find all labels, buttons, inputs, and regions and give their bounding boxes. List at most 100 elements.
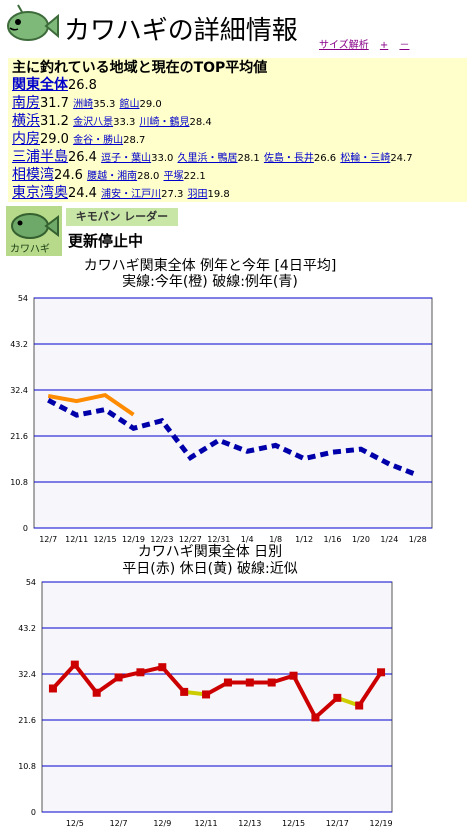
y-tick-label: 21.6 (18, 716, 36, 725)
y-tick-label: 32.4 (10, 386, 28, 395)
y-tick-label: 43.2 (18, 624, 36, 633)
daily-point (267, 678, 276, 687)
x-tick-label: 12/15 (282, 819, 305, 828)
zoom-out-link[interactable]: － (399, 40, 410, 51)
radar-logo-text: カワハギ (10, 244, 50, 255)
sub-area-link[interactable]: 久里浜・鴨居 (177, 153, 238, 164)
summary-row: 東京湾奥24.4 浦安・江戸川27.3 羽田19.8 (12, 184, 230, 204)
area-value: 26.4 (68, 150, 97, 165)
sub-area-link[interactable]: 腰越・湘南 (87, 171, 138, 182)
area-value: 29.0 (40, 132, 69, 147)
chart1-subtitle: 実線:今年(橙) 破線:例年(青) (122, 274, 298, 290)
area-value: 26.8 (68, 78, 97, 93)
summary-row: 相模湾24.6 腰越・湘南28.0 平塚22.1 (12, 166, 206, 186)
daily-point (311, 713, 320, 722)
x-tick-label: 12/15 (94, 535, 117, 544)
daily-point (158, 663, 167, 672)
sub-area-value: 28.7 (123, 135, 146, 146)
area-value: 31.2 (40, 114, 69, 129)
daily-chart: 0 10.8 21.6 32.4 43.2 54 12/5 12/7 12/9 12/11 12/1… (18, 578, 392, 828)
this-year-line (47, 392, 135, 417)
summary-row: 南房31.7 洲崎35.3 館山29.0 (12, 94, 162, 114)
daily-segment (160, 665, 186, 694)
area-link[interactable]: 横浜 (12, 113, 40, 129)
y-tick-label: 0 (23, 524, 28, 533)
daily-point (48, 684, 57, 693)
size-analysis-link[interactable]: サイズ解析 (319, 40, 369, 51)
summary-box: 主に釣れている地域と現在のTOP平均値 関東全体26.8 南房31.7 洲崎35… (8, 58, 467, 202)
sub-area-link[interactable]: 洲崎 (73, 99, 94, 110)
y-tick-label: 32.4 (18, 670, 36, 679)
sub-area-link[interactable]: 平塚 (163, 171, 184, 182)
area-link[interactable]: 東京湾奥 (12, 185, 68, 201)
daily-point (223, 678, 232, 687)
summary-row: 横浜31.2 金沢八景33.3 川崎・鶴見28.4 (12, 112, 212, 132)
x-tick-label: 12/9 (153, 819, 171, 828)
area-value: 24.4 (68, 186, 97, 201)
summary-row: 関東全体26.8 (12, 76, 97, 95)
area-link[interactable]: 三浦半島 (12, 149, 68, 165)
sub-area-link[interactable]: 浦安・江戸川 (101, 189, 162, 200)
x-tick-label: 1/28 (409, 535, 427, 544)
chart1-title: カワハギ関東全体 例年と今年 [4日平均] (83, 258, 337, 274)
y-tick-label: 10.8 (10, 478, 28, 487)
y-tick-label: 10.8 (18, 762, 36, 771)
sub-area-value: 33.3 (113, 117, 136, 128)
sub-area-link[interactable]: 金沢八景 (73, 117, 114, 128)
x-tick-label: 1/24 (380, 535, 398, 544)
daily-segment (357, 671, 383, 707)
daily-point (377, 668, 386, 677)
daily-segment (73, 663, 99, 694)
plot-area (33, 297, 433, 529)
title-links: サイズ解析 + － (319, 36, 417, 51)
y-tick-label: 54 (26, 578, 36, 587)
y-tick-label: 0 (31, 808, 36, 817)
x-tick-label: 1/4 (241, 535, 254, 544)
x-tick-label: 1/20 (352, 535, 370, 544)
summary-row: 三浦半島26.4 逗子・葉山33.0 久里浜・鴨居28.1 佐島・長井26.6 … (12, 148, 413, 168)
x-tick-label: 12/19 (122, 535, 145, 544)
x-tick-label: 12/11 (195, 819, 218, 828)
sub-area-link[interactable]: 川崎・鶴見 (139, 117, 190, 128)
sub-area-value: 26.6 (313, 153, 337, 164)
area-link[interactable]: 南房 (12, 95, 40, 111)
x-tick-label: 12/13 (238, 819, 261, 828)
area-link[interactable]: 内房 (12, 131, 40, 147)
daily-point (136, 668, 145, 677)
area-link[interactable]: 関東全体 (12, 77, 68, 93)
header: カワハギの詳細情報 サイズ解析 + － (0, 0, 467, 58)
kimopan-radar-banner[interactable]: カワハギ キモパン レーダー 更新停止中 (6, 206, 178, 256)
daily-point (202, 690, 211, 699)
chart2-title: カワハギ関東全体 日別 (137, 544, 283, 560)
zoom-in-link[interactable]: + (379, 40, 389, 51)
annual-comparison-chart: 0 10.8 21.6 32.4 43.2 54 12/7 12/11 12/15 12/19 12… (10, 294, 433, 544)
daily-point (180, 687, 189, 696)
sub-area-link[interactable]: 館山 (119, 99, 140, 110)
radar-logo: カワハギ (6, 206, 62, 256)
daily-point (70, 660, 79, 669)
page-title: カワハギの詳細情報 (64, 16, 298, 46)
y-tick-label: 43.2 (10, 340, 28, 349)
sub-area-value: 27.3 (161, 189, 184, 200)
sub-area-link[interactable]: 佐島・長井 (263, 153, 314, 164)
radar-title: キモパン レーダー (66, 208, 178, 226)
summary-heading: 主に釣れている地域と現在のTOP平均値 (12, 60, 268, 76)
fish-icon (11, 213, 59, 239)
summary-row: 内房29.0 金谷・勝山28.7 (12, 130, 145, 150)
normal-year-line (47, 397, 419, 478)
x-tick-label: 1/8 (269, 535, 282, 544)
area-value: 24.6 (54, 168, 83, 183)
sub-area-link[interactable]: 松輪・三崎 (340, 153, 391, 164)
x-tick-label: 1/16 (324, 535, 342, 544)
sub-area-link[interactable]: 逗子・葉山 (101, 153, 152, 164)
area-link[interactable]: 相模湾 (12, 167, 54, 183)
x-tick-label: 12/7 (110, 819, 128, 828)
sub-area-value: 28.1 (237, 153, 260, 164)
daily-point (92, 688, 101, 697)
sub-area-value: 24.7 (390, 153, 413, 164)
sub-area-value: 35.3 (93, 99, 116, 110)
sub-area-link[interactable]: 羽田 (187, 189, 208, 200)
sub-area-link[interactable]: 金谷・勝山 (73, 135, 124, 146)
y-tick-label: 54 (18, 294, 28, 303)
sub-area-value: 33.0 (151, 153, 174, 164)
